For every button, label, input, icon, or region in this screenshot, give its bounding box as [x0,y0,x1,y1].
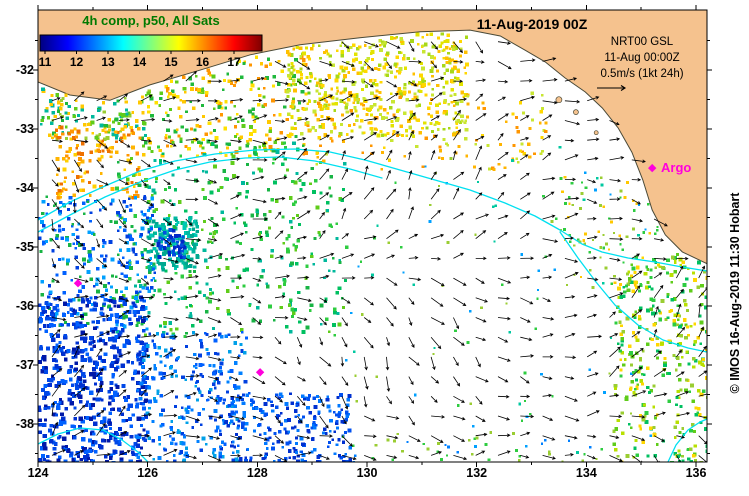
x-axis-tick-label: 128 [246,466,268,480]
plot-frame [37,9,708,463]
colorbar-tick-labels: 11 12 13 14 15 16 17 [0,55,320,69]
x-axis-tick-label: 124 [27,466,49,480]
island [593,130,599,136]
axis-ticks [33,5,712,467]
colorbar-tick-label: 11 [38,55,52,69]
y-axis-labels: -32 -33 -34 -35 -36 -37 -38 [0,0,34,496]
gsl-contour-line [38,427,149,462]
argo-label[interactable]: Argo [661,160,692,175]
gsl-contour-line [38,156,383,233]
x-axis-tick-label: 126 [137,466,159,480]
colorbar-ticks [44,51,235,54]
colorbar-tick-label: 15 [164,55,178,69]
y-axis-tick-label: -36 [15,299,34,314]
legend-reference-arrow [597,85,627,91]
y-axis-tick-label: -32 [15,63,34,78]
gsl-contour-line [38,148,707,272]
y-axis-tick-label: -33 [15,122,34,137]
colorbar-tick-label: 12 [69,55,84,69]
island [555,96,563,104]
y-axis-tick-label: -34 [15,181,34,196]
y-axis-tick-label: -38 [15,417,34,432]
x-axis-labels: 124 126 128 130 132 134 136 [0,466,749,482]
argo-marker[interactable] [73,279,83,288]
gsl-contour-line [559,231,707,353]
sst-pixels [38,32,707,462]
y-axis-tick-label: -35 [15,240,34,255]
date-heading: 11-Aug-2019 00Z [476,16,588,32]
argo-marker[interactable] [255,368,265,377]
y-axis-tick-label: -37 [15,358,34,373]
x-axis-tick-label: 132 [466,466,488,480]
vector-legend: NRT00 GSL 11-Aug 00:00Z 0.5m/s (1kt 24h) [578,34,706,82]
colorbar-title: 4h comp, p50, All Sats [82,13,220,28]
legend-scale-label: 0.5m/s (1kt 24h) [600,68,684,80]
coastline [38,29,707,265]
colorbar-tick-label: 13 [101,55,115,69]
x-axis-tick-label: 130 [356,466,378,480]
x-axis-tick-label: 136 [685,466,707,480]
argo-marker[interactable] [648,163,657,173]
colorbar-tick-label: 14 [132,55,147,69]
legend-datetime-label: 11-Aug 00:00Z [604,52,680,64]
colorbar-tick-label: 17 [227,55,241,69]
colorbar-gradient [39,34,263,52]
current-vector-arrows [51,41,707,462]
copyright-watermark: © IMOS 16-Aug-2019 11:30 Hobart [728,192,742,394]
colorbar-tick-label: 16 [195,55,210,69]
legend-product-label: NRT00 GSL [610,36,674,48]
island [573,109,579,115]
gsl-contour-line [667,418,707,462]
x-axis-tick-label: 134 [575,466,597,480]
